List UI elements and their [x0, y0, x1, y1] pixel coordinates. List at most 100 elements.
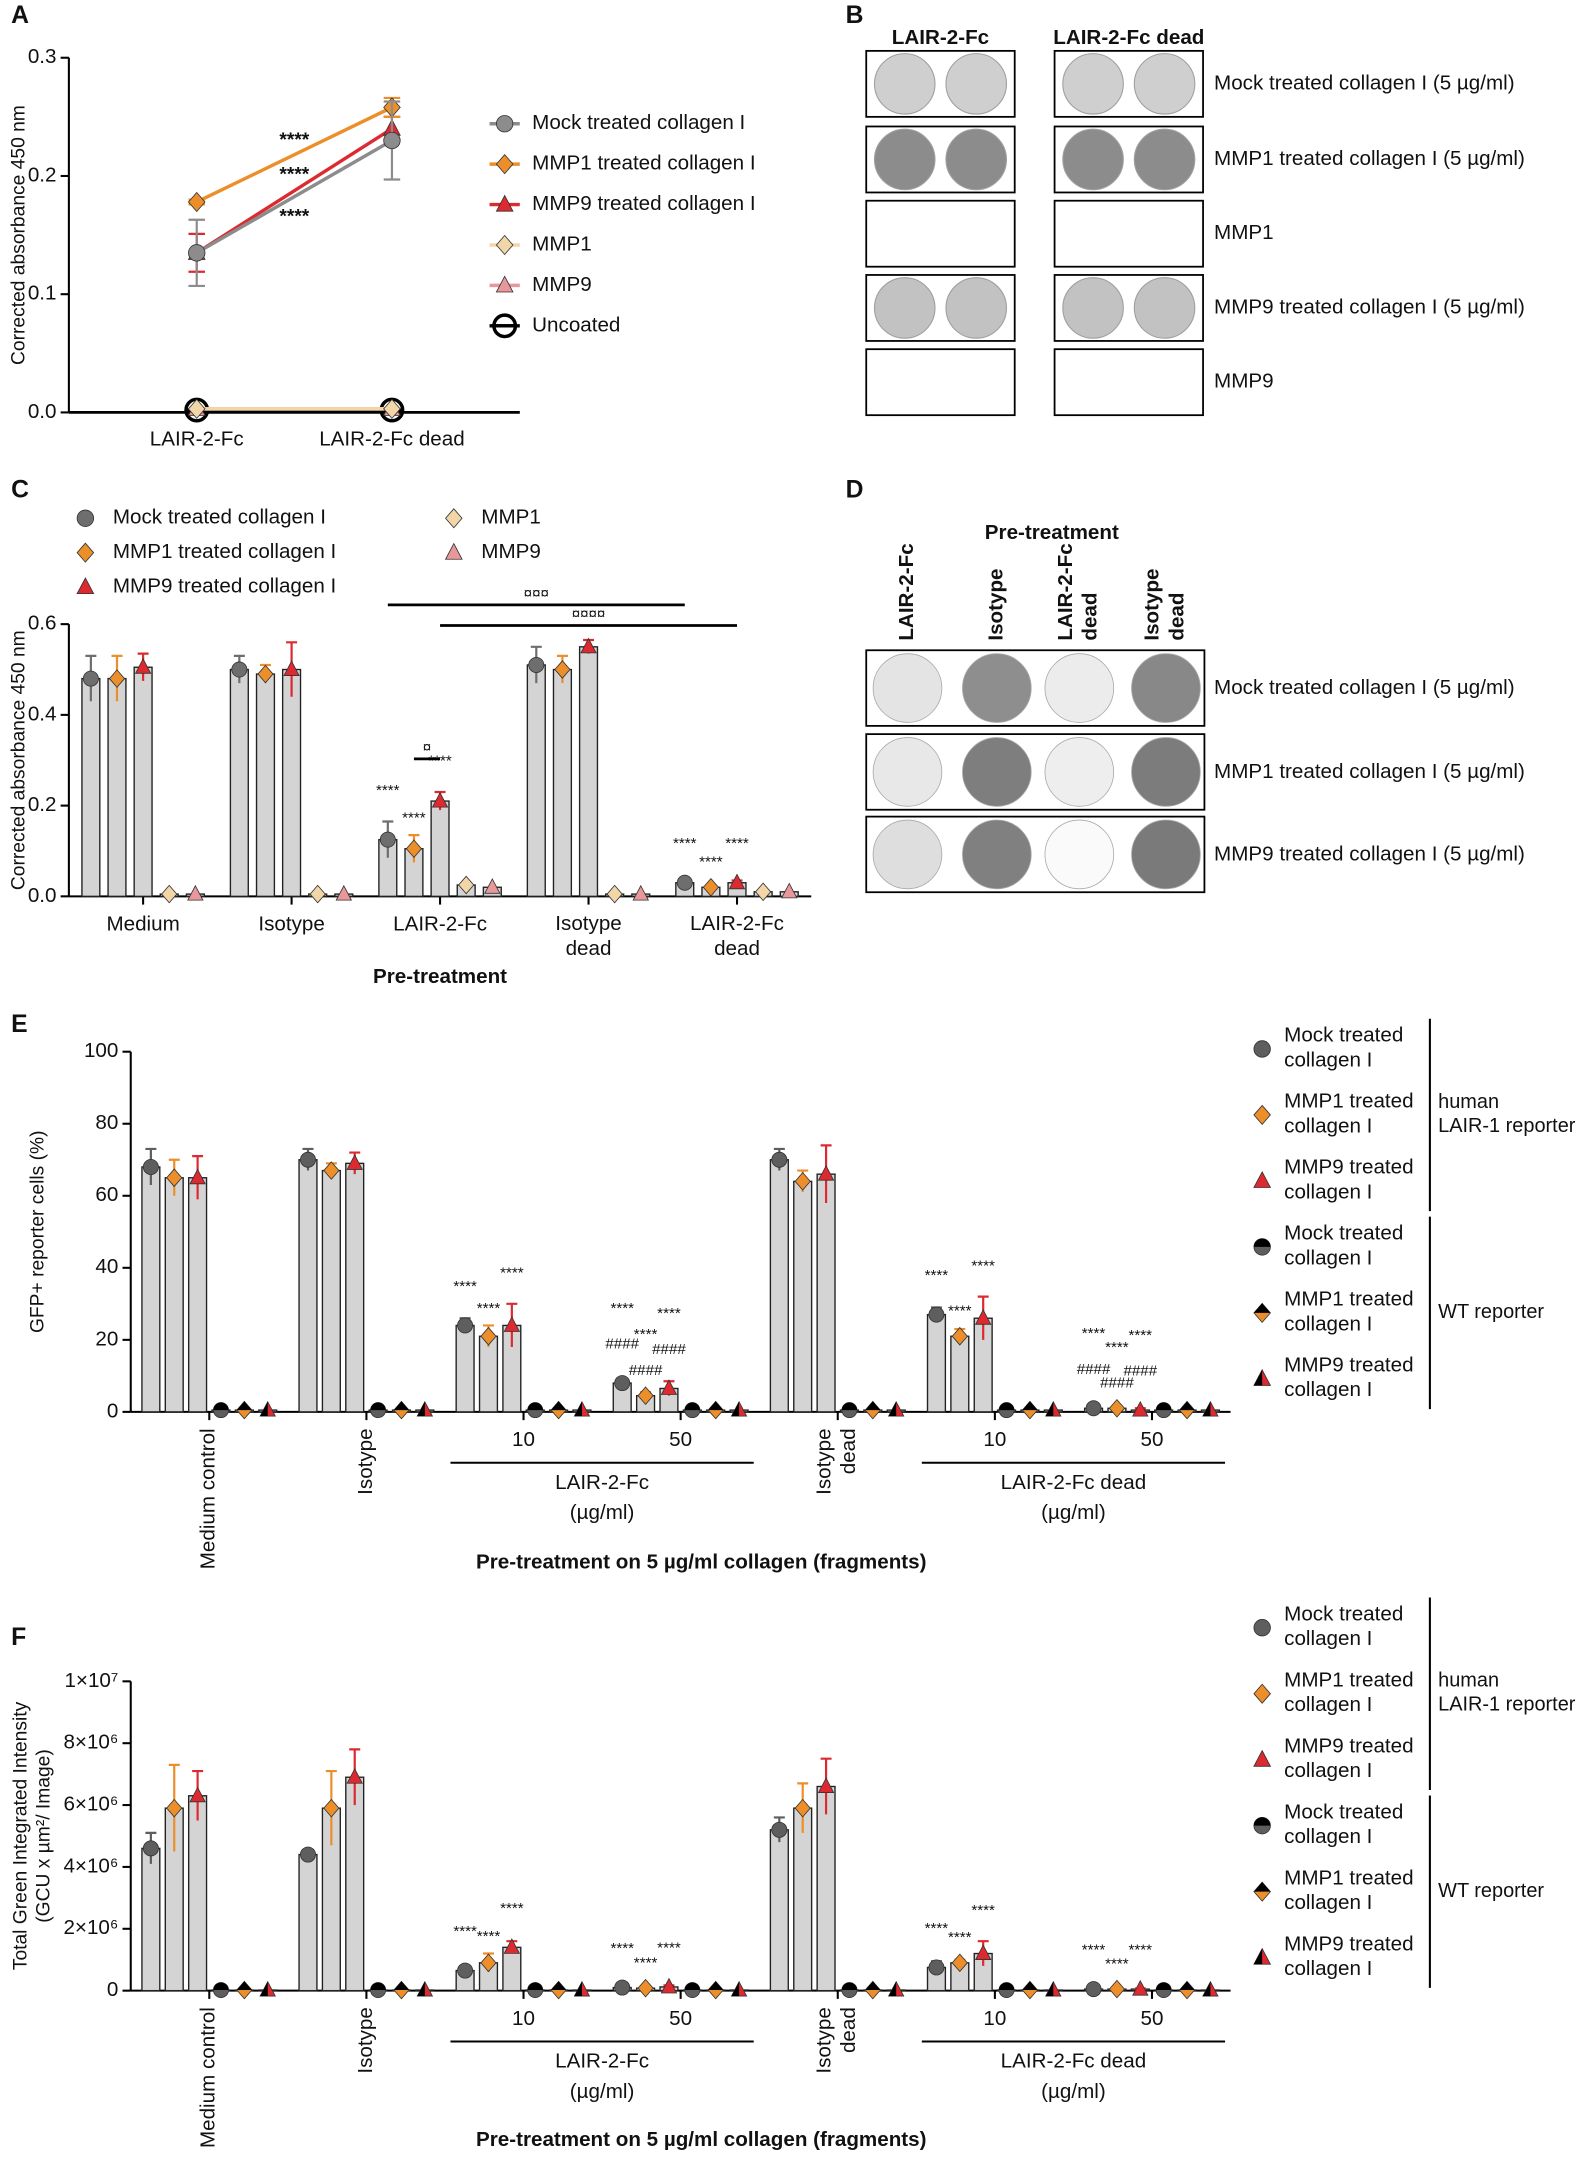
marker [309, 884, 326, 904]
marker [660, 1977, 678, 1994]
marker-half [1045, 1981, 1054, 1997]
bracket-label: ¤¤¤ [524, 585, 549, 602]
marker [660, 1379, 678, 1395]
bar [255, 673, 276, 898]
marker [134, 658, 152, 674]
legend-label: MMP9 [532, 273, 592, 296]
legend-label: Uncoated [532, 313, 620, 336]
marker [108, 669, 126, 688]
bar [578, 646, 599, 898]
marker [496, 115, 514, 133]
blot-row-label: MMP1 treated collagen I (5 µg/ml) [1214, 760, 1525, 783]
panel-label: F [11, 1624, 26, 1651]
bar [187, 1177, 208, 1413]
significance: **** [610, 1300, 634, 1317]
marker [484, 878, 501, 894]
marker [817, 1164, 835, 1181]
x-axis-label: Pre-treatment on 5 µg/ml collagen (fragm… [476, 1551, 926, 1574]
legend-label: Mock treated collagen I [532, 111, 745, 134]
x-tick-label: LAIR-2-Fc dead [319, 427, 464, 450]
panel-label: A [11, 2, 29, 29]
marker [383, 398, 401, 419]
bar [187, 1795, 208, 1992]
panel-label: D [846, 476, 864, 503]
y-axis-label: Corrected absorbance 450 nm [8, 105, 29, 365]
legend-label: MMP1 treated collagen I [532, 152, 755, 175]
legend-label: MMP9 treated collagen I [113, 574, 336, 597]
bar [793, 1180, 813, 1413]
marker [702, 877, 719, 897]
blot-spot [873, 277, 936, 339]
legend-label: MMP1 treated collagen I [1284, 1090, 1413, 1138]
blot-spot [1044, 653, 1115, 723]
y-tick-label: 2×10⁶ [63, 1916, 118, 1939]
marker-half [865, 1401, 881, 1411]
blot-row-label: MMP9 [1214, 370, 1274, 393]
blot-spot [1131, 819, 1201, 890]
x-tick-label: Medium control [197, 2007, 220, 2148]
marker-half [527, 1982, 543, 1991]
blot-spot [1133, 277, 1196, 339]
marker-half [260, 1401, 268, 1417]
marker [283, 660, 300, 676]
significance: **** [1105, 1339, 1129, 1356]
significance: #### [652, 1341, 686, 1358]
marker [405, 839, 423, 859]
x-tick-label: Isotype dead [555, 913, 621, 961]
significance: **** [279, 130, 309, 151]
blot-spot [1062, 277, 1124, 339]
legend-label: MMP9 treated collagen I [1284, 1354, 1413, 1402]
marker [445, 508, 463, 529]
marker [1253, 1749, 1272, 1767]
blot-spot [1044, 737, 1115, 807]
x-tick-label: Isotype [258, 913, 324, 936]
bar [455, 1324, 475, 1413]
significance: **** [925, 1267, 949, 1284]
legend-label: Mock treated collagen I [1284, 1603, 1403, 1651]
panel-label: B [846, 2, 864, 29]
group-unit: (µg/ml) [570, 2080, 635, 2103]
marker [771, 1821, 788, 1838]
group-unit: (µg/ml) [1041, 2080, 1106, 2103]
bar [107, 677, 127, 898]
marker-half [551, 1981, 567, 1991]
marker [781, 882, 798, 899]
blot-spot [1131, 737, 1201, 807]
marker-half [841, 1402, 858, 1411]
marker [974, 1944, 992, 1960]
significance: **** [971, 1257, 995, 1274]
marker-half [1253, 1303, 1271, 1313]
x-tick-label: 50 [669, 2007, 692, 2030]
y-tick-label: 0.3 [28, 45, 57, 68]
marker [346, 1768, 363, 1784]
marker-half [370, 1402, 386, 1411]
marker [632, 884, 650, 901]
marker [580, 637, 597, 654]
marker [637, 1978, 654, 1998]
marker [928, 1959, 945, 1976]
bar [164, 1177, 184, 1413]
y-tick-label: 1×10⁷ [64, 1669, 118, 1692]
marker [794, 1172, 811, 1191]
significance: **** [634, 1954, 658, 1971]
blot-spot [1133, 128, 1196, 191]
blot-spot [945, 277, 1008, 339]
y-axis-label: Total Green Integrated Intensity (GCU x µ… [11, 1701, 55, 1970]
bar [141, 1166, 161, 1413]
x-axis-label: Pre-treatment on 5 µg/ml collagen (fragm… [476, 2128, 926, 2151]
significance: **** [428, 753, 452, 770]
x-tick-label: LAIR-2-Fc dead [690, 913, 784, 961]
marker-half [260, 1981, 268, 1997]
group-label: LAIR-2-Fc dead [1001, 1471, 1146, 1494]
legend-group-label: WT reporter [1438, 1880, 1544, 1902]
legend-label: MMP9 treated collagen I [1284, 1933, 1413, 1981]
blot-box [865, 348, 1016, 417]
group-unit: (µg/ml) [1041, 1501, 1106, 1524]
bar [430, 800, 450, 898]
marker [458, 875, 475, 895]
marker-half [684, 1402, 700, 1411]
bar [950, 1335, 970, 1413]
blot-spot [945, 53, 1008, 115]
y-tick-label: 0.1 [28, 282, 57, 305]
